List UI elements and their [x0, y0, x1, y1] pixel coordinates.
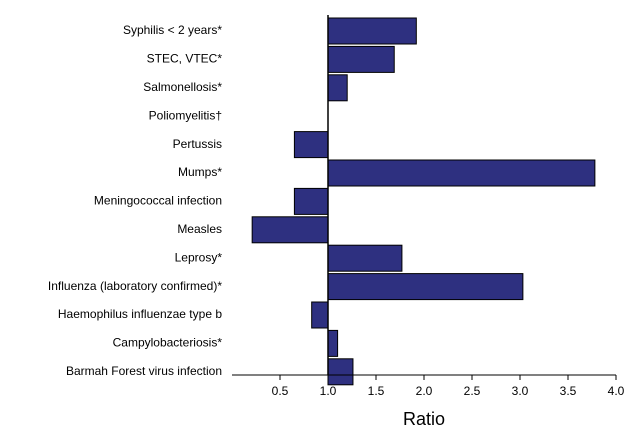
- bar: [327, 329, 339, 357]
- y-tick-label: Mumps*: [178, 165, 222, 179]
- y-tick-label: Influenza (laboratory confirmed)*: [48, 279, 222, 293]
- x-tick-label: 3.5: [560, 384, 577, 398]
- bar: [327, 45, 395, 73]
- x-tick-label: 1.5: [368, 384, 385, 398]
- bar: [251, 216, 329, 244]
- x-tick-label: 1.0: [320, 384, 337, 398]
- bar: [311, 301, 329, 329]
- y-tick-label: Campylobacteriosis*: [113, 336, 223, 350]
- x-tick-label: 2.0: [416, 384, 433, 398]
- y-tick-label: STEC, VTEC*: [147, 52, 223, 66]
- y-tick-label: Pertussis: [173, 137, 222, 151]
- y-tick-label: Leprosy*: [175, 250, 223, 264]
- y-tick-label: Syphilis < 2 years*: [123, 23, 222, 37]
- x-tick-label: 4.0: [608, 384, 625, 398]
- x-tick-label: 2.5: [464, 384, 481, 398]
- x-axis-label: Ratio: [403, 409, 445, 429]
- y-tick-label: Meningococcal infection: [94, 194, 222, 208]
- bar: [327, 273, 524, 301]
- bar: [327, 358, 354, 386]
- bar: [327, 159, 596, 187]
- x-tick-label: 3.0: [512, 384, 529, 398]
- y-tick-label: Salmonellosis*: [143, 80, 222, 94]
- y-tick-label: Barmah Forest virus infection: [66, 364, 222, 378]
- bar: [327, 17, 417, 45]
- x-tick-label: 0.5: [272, 384, 289, 398]
- bar: [293, 131, 329, 159]
- bar: [293, 187, 329, 215]
- y-tick-label: Haemophilus influenzae type b: [58, 307, 222, 321]
- bar: [327, 244, 403, 272]
- y-tick-label: Poliomyelitis†: [149, 108, 222, 122]
- y-tick-label: Measles: [177, 222, 222, 236]
- bar: [327, 74, 348, 102]
